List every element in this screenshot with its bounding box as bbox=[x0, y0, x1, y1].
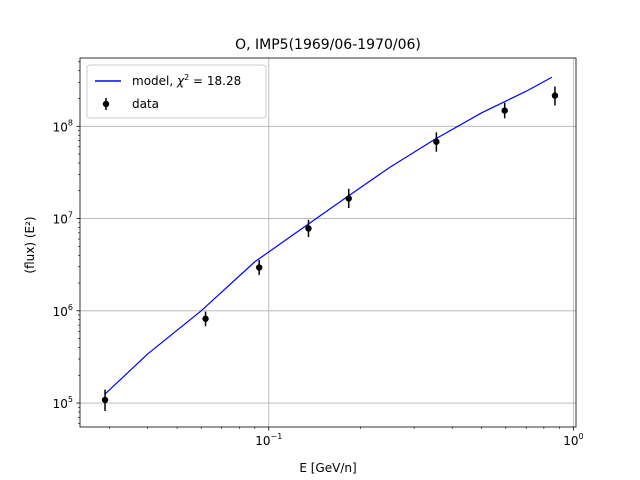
legend-model-label: model, χ2 = 18.28 bbox=[132, 73, 241, 88]
data-point bbox=[202, 315, 209, 322]
data-point bbox=[433, 138, 440, 145]
data-point bbox=[501, 107, 508, 114]
y-tick-label: 108 bbox=[53, 118, 73, 134]
legend-data-marker bbox=[102, 100, 110, 108]
legend-box bbox=[86, 64, 267, 119]
x-axis-label: E [GeV/n] bbox=[299, 461, 356, 475]
axes-frame bbox=[79, 57, 577, 428]
x-tick-labels: 10−1 100 bbox=[255, 432, 583, 448]
major-ticks bbox=[76, 125, 574, 431]
data-point bbox=[345, 195, 352, 202]
x-tick-label: 10−1 bbox=[255, 432, 282, 448]
y-tick-label: 107 bbox=[53, 211, 73, 227]
data-point bbox=[551, 92, 559, 99]
data-series bbox=[101, 86, 559, 411]
data-point bbox=[101, 396, 109, 404]
legend: model, χ2 = 18.28 data bbox=[86, 64, 267, 119]
grid-lines bbox=[80, 58, 576, 427]
legend-data-label: data bbox=[132, 97, 159, 111]
y-tick-label: 106 bbox=[53, 303, 73, 319]
y-axis-label: (flux) (E²) bbox=[23, 216, 37, 273]
chart-title: O, IMP5(1969/06-1970/06) bbox=[235, 37, 421, 53]
x-tick-label: 100 bbox=[563, 432, 583, 448]
y-tick-labels: 105 106 107 108 bbox=[53, 118, 73, 411]
data-point bbox=[255, 264, 263, 271]
y-tick-label: 105 bbox=[53, 395, 73, 411]
data-point bbox=[305, 225, 312, 232]
